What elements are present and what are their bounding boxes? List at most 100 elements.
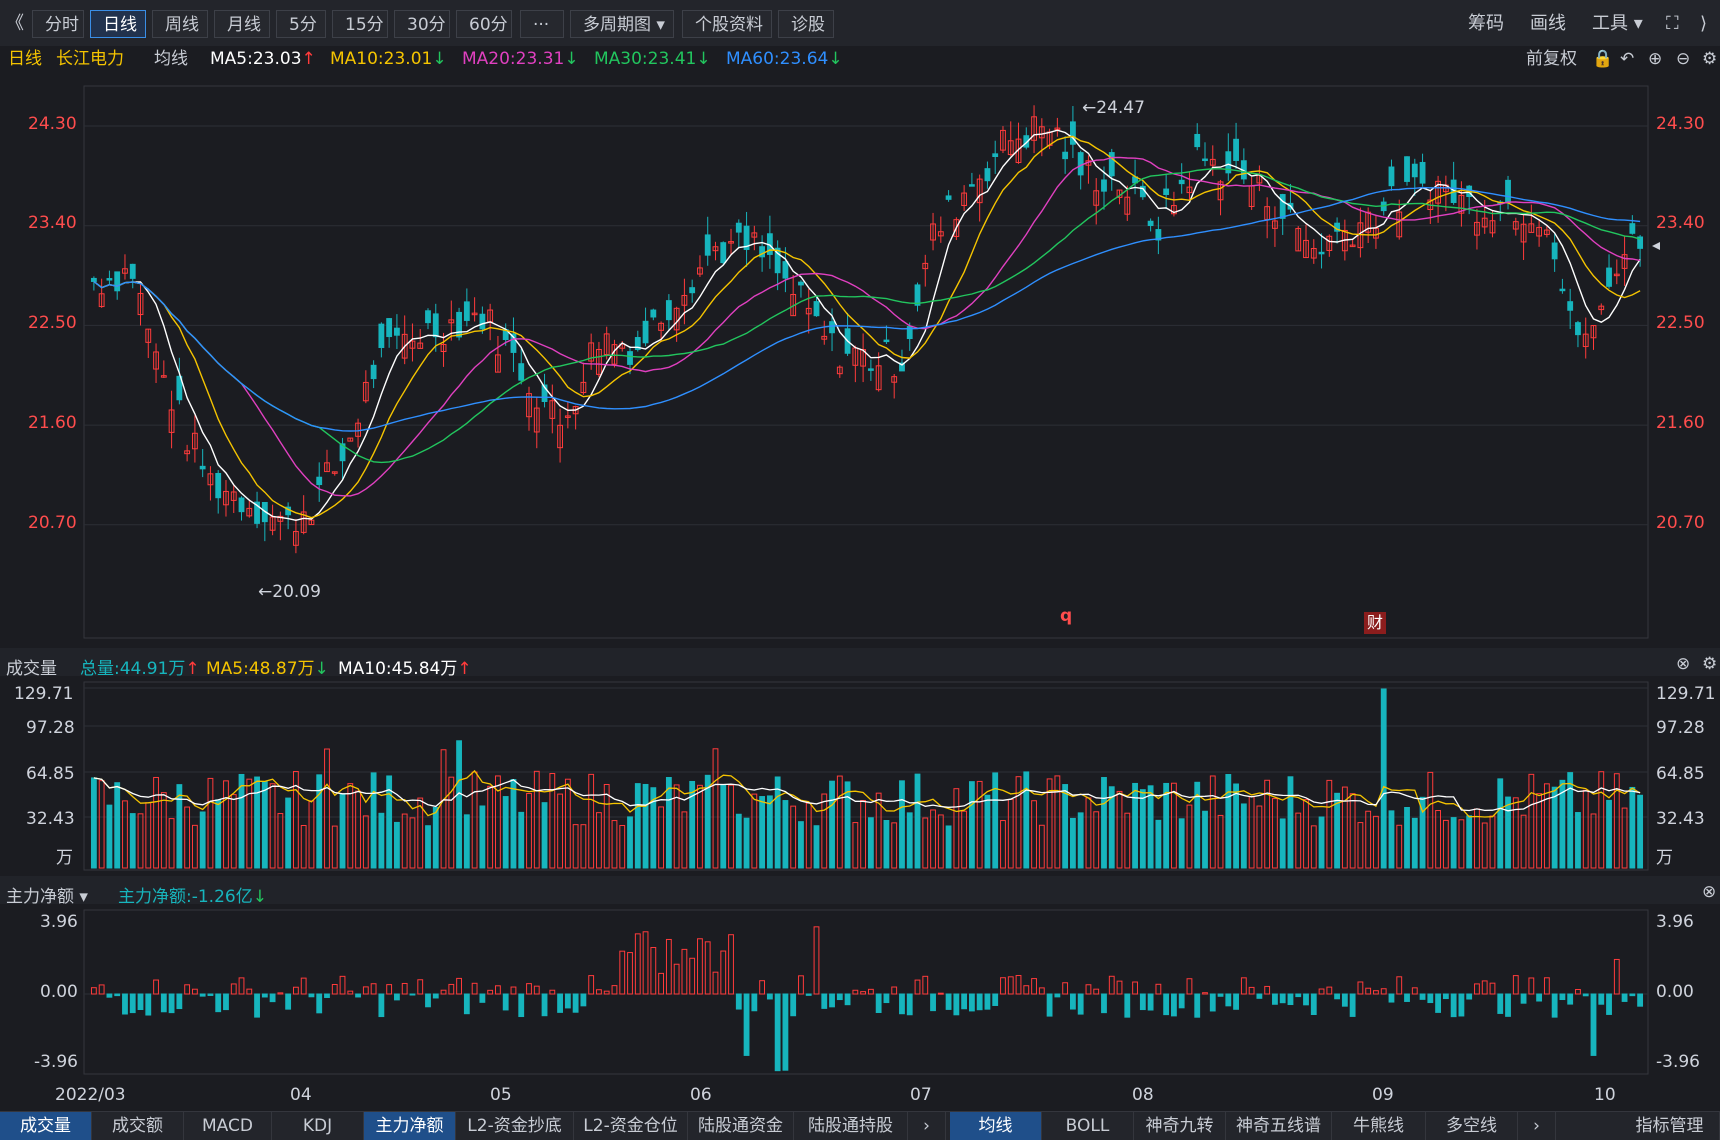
tab-monthly[interactable]: 月线 bbox=[214, 10, 270, 38]
zoom-in-icon[interactable]: ⊕ bbox=[1648, 49, 1663, 69]
indicator-manage-button[interactable]: 指标管理 bbox=[1620, 1112, 1720, 1140]
tab-bull-bear[interactable]: 牛熊线 bbox=[1332, 1112, 1426, 1140]
tab-weekly[interactable]: 周线 bbox=[152, 10, 208, 38]
candle-body bbox=[277, 515, 284, 522]
chevron-right-icon[interactable]: › bbox=[1518, 1112, 1556, 1140]
candle-body bbox=[176, 375, 183, 401]
main-net-bar bbox=[642, 931, 649, 995]
chips-button[interactable]: 筹码 bbox=[1468, 13, 1504, 34]
main-net-bar bbox=[1380, 988, 1387, 995]
tab-l2-position[interactable]: L2-资金仓位 bbox=[574, 1112, 688, 1140]
main-net-bar bbox=[277, 992, 284, 995]
chevron-right-icon[interactable]: › bbox=[908, 1112, 946, 1140]
draw-button[interactable]: 画线 bbox=[1530, 13, 1566, 34]
close-icon[interactable]: ⊗ bbox=[1676, 654, 1691, 674]
main-net-bar bbox=[463, 993, 470, 1015]
tab-magic-five[interactable]: 神奇五线谱 bbox=[1226, 1112, 1332, 1140]
tab-kdj[interactable]: KDJ bbox=[272, 1112, 364, 1140]
volume-bar bbox=[1520, 814, 1527, 869]
tab-main-net[interactable]: 主力净额 bbox=[364, 1112, 456, 1140]
volume-bar bbox=[533, 770, 540, 869]
main-net-bar bbox=[922, 975, 929, 995]
volume-bar bbox=[1621, 807, 1628, 869]
tab-daily[interactable]: 日线 bbox=[90, 10, 146, 38]
tab-magic-nine[interactable]: 神奇九转 bbox=[1134, 1112, 1226, 1140]
volume-bar bbox=[759, 796, 766, 869]
event-marker-q[interactable]: q bbox=[1060, 606, 1073, 626]
main-net-bar bbox=[836, 993, 843, 1001]
financial-report-marker[interactable]: 财 bbox=[1364, 612, 1386, 634]
tools-button[interactable]: 工具 ▾ bbox=[1592, 10, 1643, 38]
candle-body bbox=[1108, 152, 1115, 177]
tab-long-short[interactable]: 多空线 bbox=[1426, 1112, 1518, 1140]
candle-body bbox=[168, 409, 175, 433]
candle-body bbox=[401, 333, 408, 359]
main-net-bar bbox=[914, 979, 921, 995]
candle-body bbox=[798, 281, 804, 286]
tab-l2-bottom[interactable]: L2-资金抄底 bbox=[456, 1112, 574, 1140]
tab-60min[interactable]: 60分 bbox=[456, 10, 512, 38]
volume-total: 总量:44.91万↑ bbox=[80, 659, 200, 679]
tab-5min[interactable]: 5分 bbox=[276, 10, 326, 38]
candle-body bbox=[829, 321, 835, 334]
x-tick: 09 bbox=[1372, 1085, 1394, 1105]
candle-body bbox=[1551, 242, 1558, 260]
main-net-bar bbox=[378, 993, 385, 1018]
main-net-bar bbox=[394, 993, 400, 1001]
money-panel-dropdown[interactable]: 主力净额 ▾ bbox=[6, 887, 88, 907]
main-net-bar bbox=[417, 979, 424, 995]
fullscreen-icon[interactable]: ⛶ bbox=[1666, 13, 1679, 34]
candle-body bbox=[1155, 229, 1162, 241]
nav-back-button[interactable]: 《 bbox=[6, 13, 24, 34]
x-tick: 07 bbox=[910, 1085, 932, 1105]
main-net-bar bbox=[1007, 976, 1014, 995]
collapse-icon[interactable]: ⟩ bbox=[1700, 13, 1708, 34]
main-net-bar bbox=[1520, 993, 1527, 1004]
candle-body bbox=[191, 432, 198, 450]
candle-body bbox=[1575, 322, 1581, 336]
main-net-bar bbox=[1202, 992, 1208, 995]
volume-panel-title[interactable]: 成交量 bbox=[6, 659, 57, 679]
volume-bar bbox=[1124, 812, 1131, 869]
tab-30min[interactable]: 30分 bbox=[394, 10, 450, 38]
multi-period-dropdown[interactable]: 多周期图 ▾ bbox=[570, 10, 674, 38]
tab-hk-connect-flow[interactable]: 陆股通资金 bbox=[688, 1112, 794, 1140]
undo-icon[interactable]: ↶ bbox=[1620, 49, 1635, 69]
stock-profile-button[interactable]: 个股资料 bbox=[682, 10, 772, 38]
volume-bar bbox=[1233, 783, 1239, 869]
ma-label[interactable]: 均线 bbox=[154, 49, 188, 69]
tab-hk-connect-hold[interactable]: 陆股通持股 bbox=[794, 1112, 908, 1140]
zoom-out-icon[interactable]: ⊖ bbox=[1676, 49, 1691, 69]
tab-macd[interactable]: MACD bbox=[184, 1112, 272, 1140]
candle-body bbox=[1505, 179, 1511, 203]
diagnose-button[interactable]: 诊股 bbox=[778, 10, 834, 38]
tab-15min[interactable]: 15分 bbox=[332, 10, 388, 38]
candle-body bbox=[1310, 248, 1317, 259]
settings-icon[interactable]: ⚙ bbox=[1702, 654, 1718, 674]
tab-ma[interactable]: 均线 bbox=[950, 1112, 1042, 1140]
tab-intraday[interactable]: 分时 bbox=[32, 10, 84, 38]
volume-bar bbox=[1295, 812, 1302, 869]
main-net-bar bbox=[805, 993, 812, 996]
money-panel-frame bbox=[83, 909, 1649, 1075]
main-net-bar bbox=[813, 926, 820, 995]
close-icon[interactable]: ⊗ bbox=[1702, 882, 1717, 902]
lock-icon[interactable]: 🔒 bbox=[1592, 49, 1614, 69]
volume-bar bbox=[355, 790, 361, 869]
settings-icon[interactable]: ⚙ bbox=[1702, 49, 1718, 69]
tab-boll[interactable]: BOLL bbox=[1042, 1112, 1134, 1140]
kline-chart[interactable] bbox=[0, 0, 1720, 1111]
candle-body bbox=[1007, 140, 1014, 156]
volume-bar bbox=[145, 802, 152, 869]
adjust-mode[interactable]: 前复权 bbox=[1526, 49, 1577, 69]
volume-bar bbox=[681, 811, 688, 869]
main-net-bar bbox=[1442, 993, 1449, 1000]
volume-bar bbox=[735, 813, 742, 869]
tab-volume[interactable]: 成交量 bbox=[0, 1112, 92, 1140]
volume-bar bbox=[223, 780, 229, 869]
candle-body bbox=[564, 415, 571, 418]
volume-bar bbox=[432, 806, 439, 869]
tab-turnover[interactable]: 成交额 bbox=[92, 1112, 184, 1140]
more-button[interactable]: ··· bbox=[520, 10, 564, 38]
main-net-bar bbox=[1326, 986, 1333, 995]
